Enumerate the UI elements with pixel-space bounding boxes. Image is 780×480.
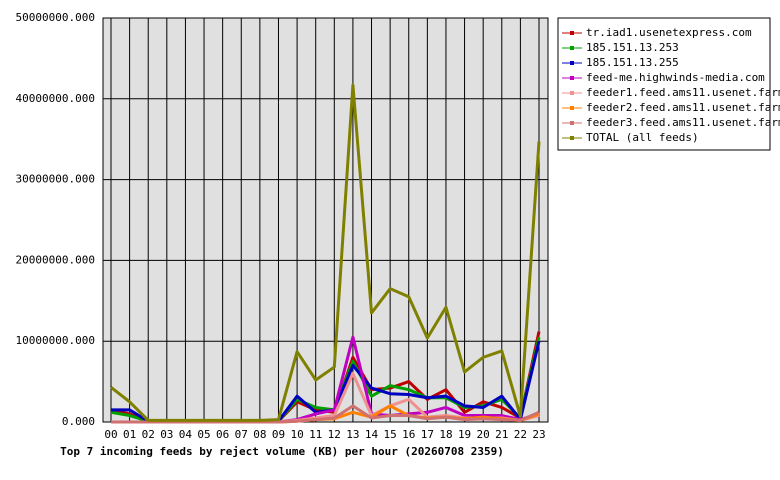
legend-marker — [570, 91, 574, 95]
x-tick-label: 17 — [421, 428, 434, 441]
x-tick-label: 18 — [439, 428, 452, 441]
x-tick-label: 05 — [197, 428, 210, 441]
x-tick-label: 21 — [495, 428, 508, 441]
legend-label: feeder1.feed.ams11.usenet.farm — [586, 86, 780, 99]
x-tick-label: 00 — [104, 428, 117, 441]
x-tick-label: 12 — [328, 428, 341, 441]
x-tick-label: 02 — [142, 428, 155, 441]
y-tick-label: 40000000.000 — [16, 92, 95, 105]
series-line — [111, 404, 540, 424]
x-tick-label: 06 — [216, 428, 229, 441]
legend-label: feeder2.feed.ams11.usenet.farm — [586, 101, 780, 114]
x-tick-label: 08 — [253, 428, 266, 441]
legend-marker — [570, 106, 574, 110]
x-tick-label: 10 — [290, 428, 303, 441]
legend-label: tr.iad1.usenetexpress.com — [586, 26, 752, 39]
x-tick-label: 23 — [532, 428, 545, 441]
legend-label: feeder3.feed.ams11.usenet.farm — [586, 116, 780, 129]
x-tick-label: 22 — [514, 428, 527, 441]
legend-label: TOTAL (all feeds) — [586, 131, 699, 144]
legend-label: 185.151.13.253 — [586, 41, 679, 54]
legend-marker — [570, 46, 574, 50]
y-tick-label: 50000000.000 — [16, 11, 95, 24]
series-line — [110, 83, 541, 422]
chart-title: Top 7 incoming feeds by reject volume (K… — [60, 445, 504, 458]
plot-area — [102, 17, 549, 423]
x-tick-label: 20 — [477, 428, 490, 441]
x-tick-label: 09 — [272, 428, 285, 441]
legend-marker — [570, 61, 574, 65]
legend — [557, 17, 771, 151]
legend-marker — [570, 136, 574, 140]
x-tick-label: 19 — [458, 428, 471, 441]
legend-label: 185.151.13.255 — [586, 56, 679, 69]
x-tick-label: 07 — [235, 428, 248, 441]
legend-marker — [570, 121, 574, 125]
legend-marker — [570, 31, 574, 35]
x-tick-label: 16 — [402, 428, 415, 441]
x-tick-label: 04 — [179, 428, 193, 441]
legend-marker — [570, 76, 574, 80]
x-tick-label: 03 — [160, 428, 173, 441]
x-tick-label: 11 — [309, 428, 322, 441]
y-tick-label: 30000000.000 — [16, 173, 95, 186]
x-tick-label: 14 — [365, 428, 379, 441]
x-tick-label: 15 — [384, 428, 397, 441]
y-tick-label: 10000000.000 — [16, 334, 95, 347]
legend-label: feed-me.highwinds-media.com — [586, 71, 765, 84]
x-tick-label: 13 — [346, 428, 359, 441]
y-tick-label: 0.000 — [62, 415, 95, 428]
x-tick-label: 01 — [123, 428, 136, 441]
y-tick-label: 20000000.000 — [16, 253, 95, 266]
